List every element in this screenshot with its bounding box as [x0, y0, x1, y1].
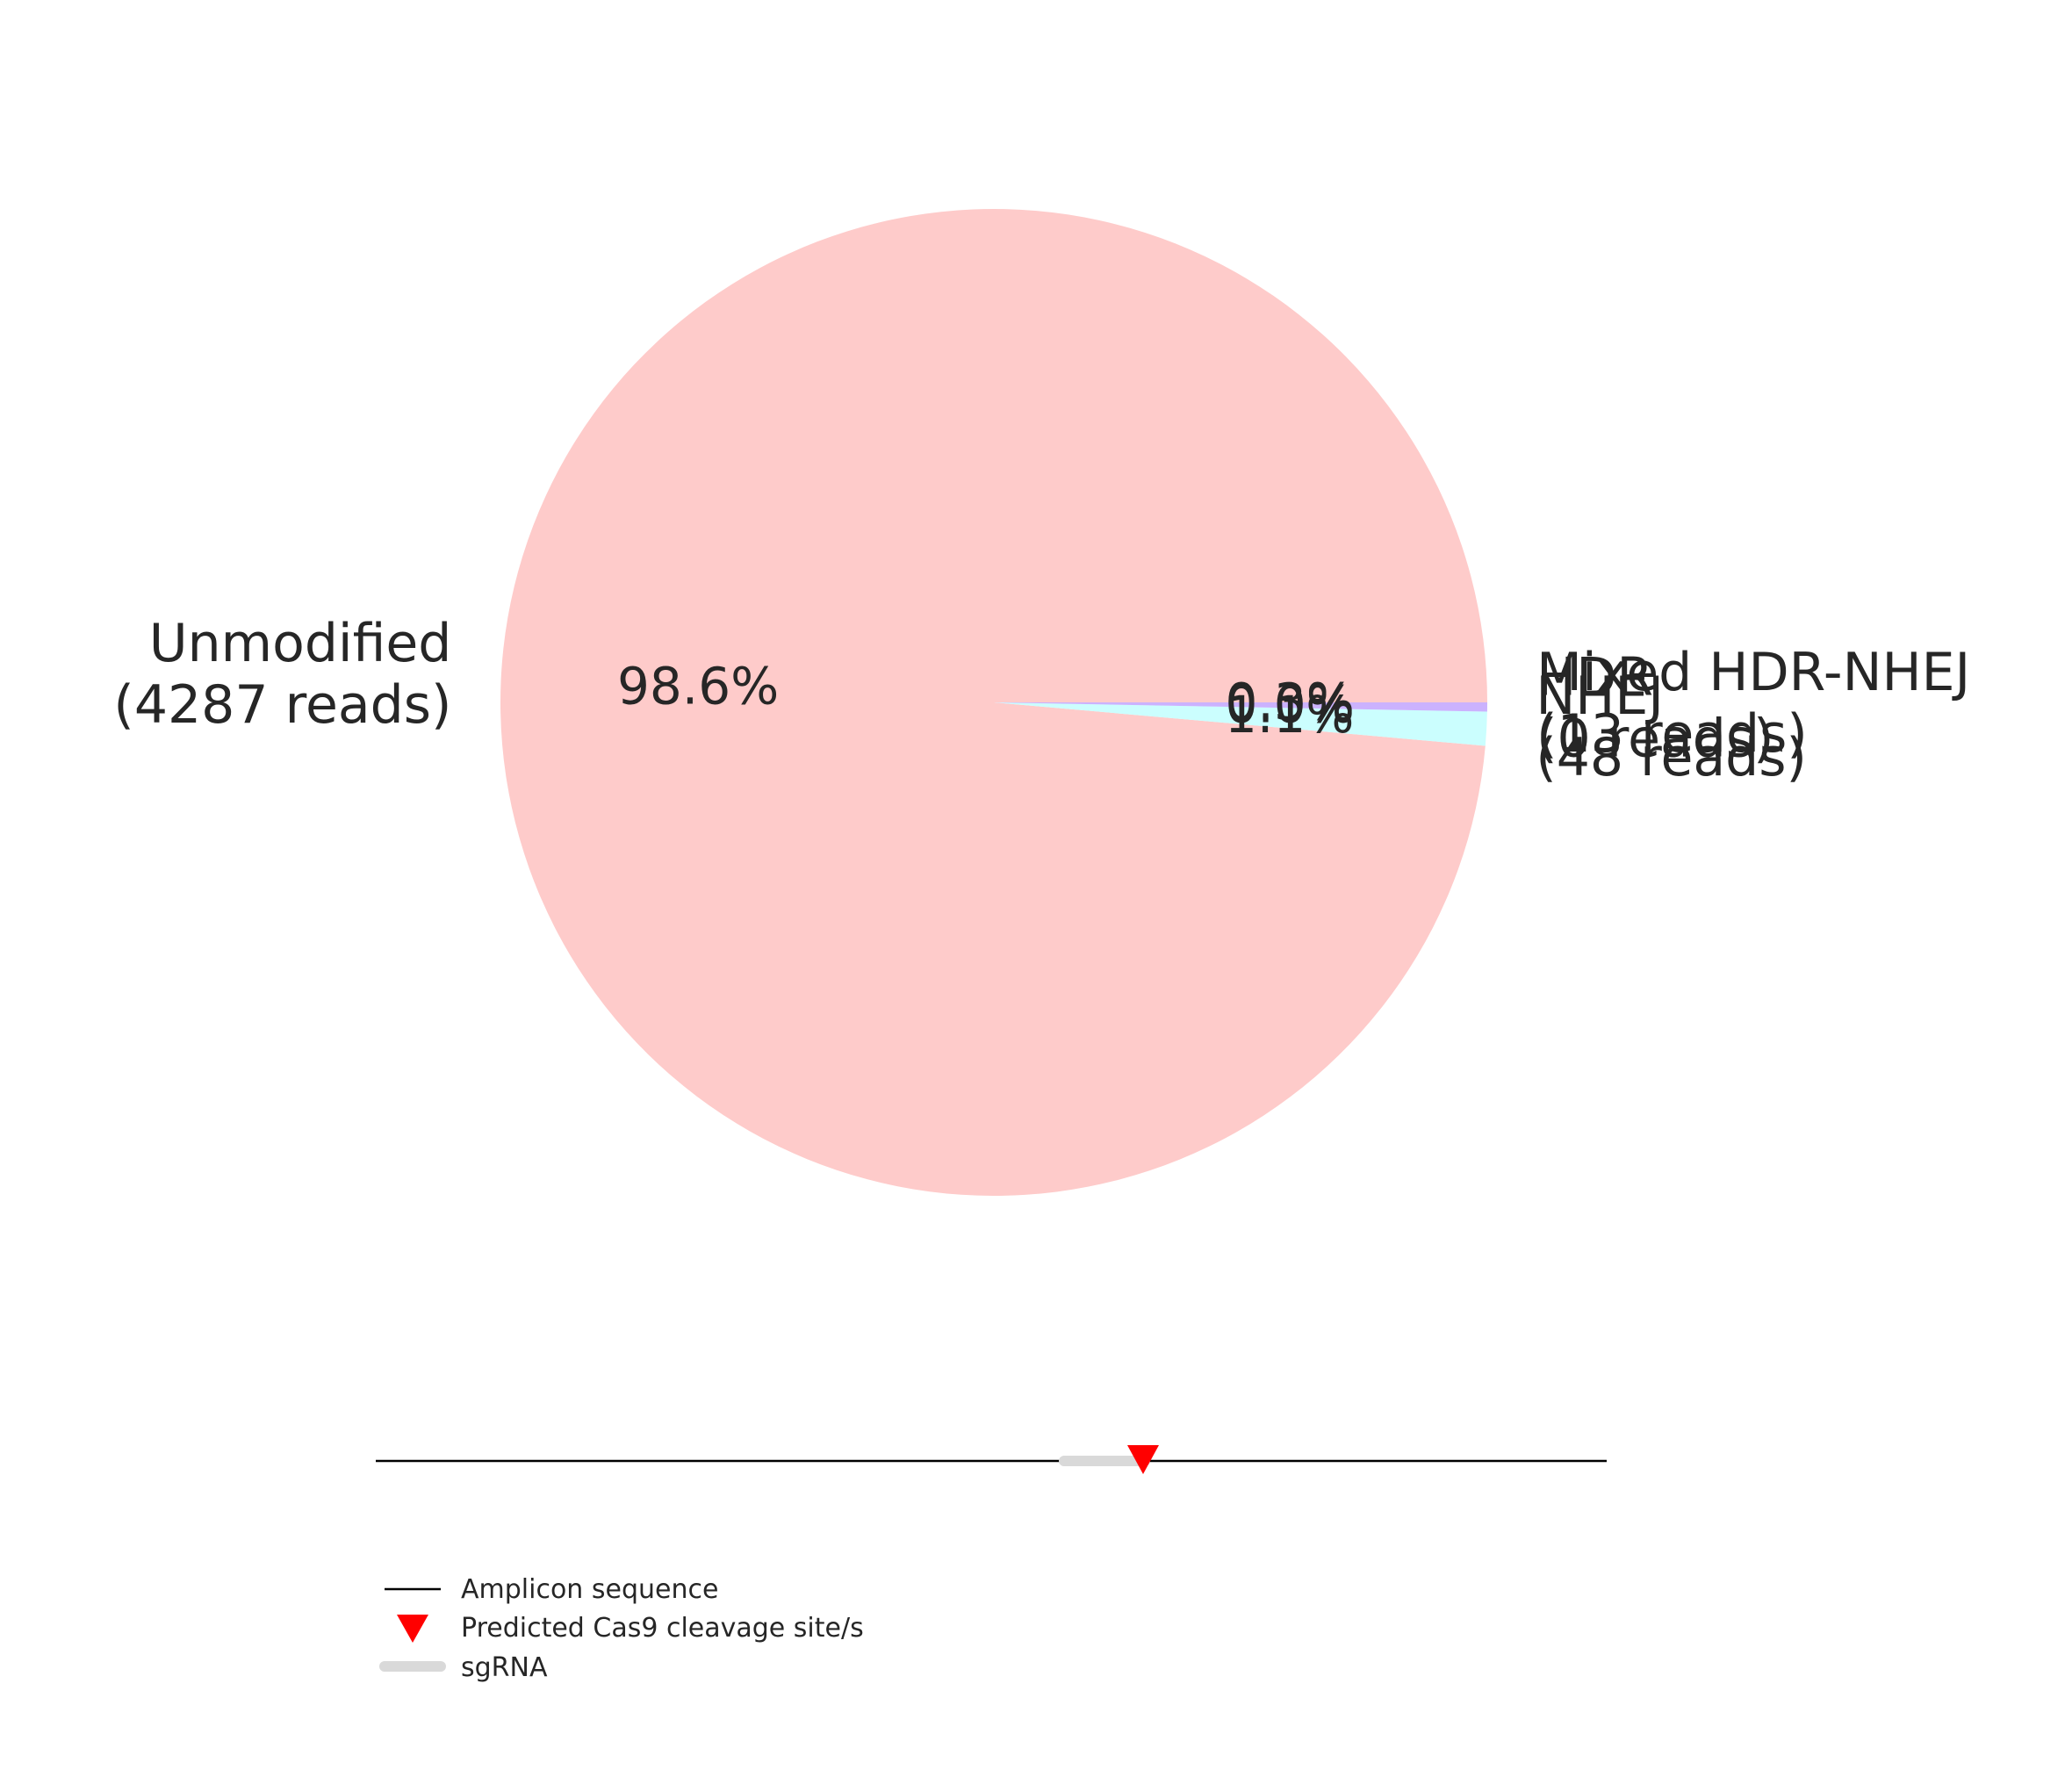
- percent-label: 98.6%: [617, 656, 779, 716]
- legend-label: sgRNA: [461, 1652, 548, 1683]
- percent-label: 0.0%: [1225, 674, 1354, 734]
- legend-item-sgrna: sgRNA: [379, 1652, 548, 1683]
- category-label: Mixed HDR-NHEJ (13 reads): [1536, 642, 1970, 765]
- legend-item-amplicon: Amplicon sequence: [385, 1574, 718, 1605]
- category-label: HDR (0 reads): [1536, 647, 1773, 770]
- legend-label: Predicted Cas9 cleavage site/s: [461, 1613, 864, 1644]
- pie-slice-unmodified: [500, 209, 1487, 1197]
- legend-label: Amplicon sequence: [461, 1574, 718, 1605]
- percent-label: 0.3%: [1226, 672, 1355, 731]
- legend-triangle-swatch: [397, 1615, 428, 1643]
- category-label: NHEJ (48 reads): [1536, 666, 1807, 788]
- pie-slice-nhej: [994, 702, 1487, 746]
- percent-label: 1.1%: [1225, 685, 1354, 745]
- pie-slices: [500, 209, 1487, 1197]
- category-label: Unmodified (4287 reads): [113, 613, 451, 736]
- category-labels: Unmodified (4287 reads) NHEJ (48 reads)HDR(…: [113, 613, 1970, 788]
- cleavage-site-marker: [1127, 1445, 1159, 1474]
- amplicon-diagram: [376, 1445, 1607, 1474]
- percent-labels: 98.6% 1.1%0.0%0.3%: [617, 656, 1355, 745]
- legend-item-cleavage: Predicted Cas9 cleavage site/s: [397, 1613, 864, 1644]
- diagram-legend: Amplicon sequence Predicted Cas9 cleavag…: [379, 1574, 864, 1683]
- pie-slice-mixed-hdr-nhej: [994, 702, 1487, 712]
